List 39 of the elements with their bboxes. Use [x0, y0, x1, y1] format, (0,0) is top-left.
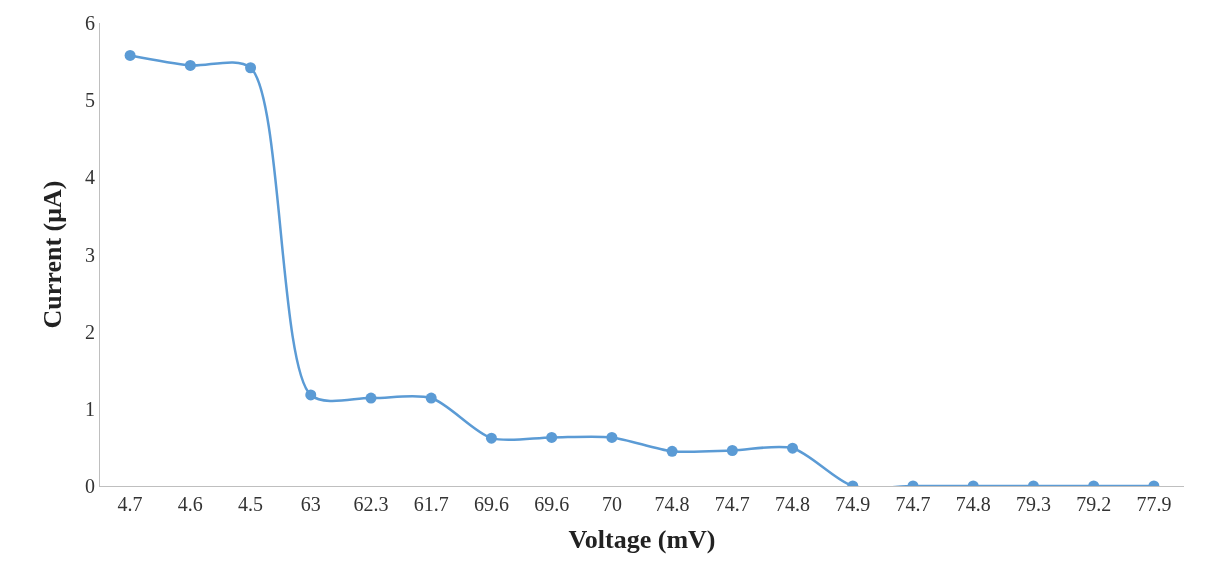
- x-tick-label: 74.7: [714, 493, 750, 515]
- y-tick-label: 0: [85, 475, 95, 497]
- x-tick-label: 62.3: [353, 493, 389, 515]
- x-tick-label: 74.8: [654, 493, 690, 515]
- x-tick-label: 69.6: [534, 493, 570, 515]
- point: [245, 62, 257, 74]
- x-tick-label: 4.6: [177, 493, 203, 515]
- x-tick-label: 4.5: [238, 493, 264, 515]
- point: [726, 445, 738, 456]
- x-tick-label: 79.2: [1076, 493, 1112, 515]
- point: [546, 431, 558, 443]
- y-tick-label: 2: [85, 320, 95, 343]
- y-tick-label: 6: [85, 12, 95, 34]
- point: [485, 432, 497, 444]
- x-tick-label: 77.9: [1136, 493, 1172, 515]
- point: [606, 431, 618, 443]
- y-tick-label: 5: [85, 89, 95, 112]
- x-tick-label: 74.7: [895, 493, 931, 515]
- x-tick-label: 61.7: [413, 493, 449, 515]
- x-tick-label: 74.8: [775, 493, 811, 515]
- x-tick-label: 4.7: [117, 493, 143, 515]
- x-axis-title: Voltage (mV): [568, 524, 716, 554]
- y-tick-label: 4: [85, 166, 95, 189]
- x-tick-label: 79.3: [1015, 493, 1051, 515]
- x-tick-label: 69.6: [473, 493, 509, 515]
- y-tick-label: 1: [85, 397, 95, 420]
- point: [787, 442, 799, 454]
- x-tick-label: 74.9: [835, 493, 871, 515]
- x-tick-label: 74.8: [955, 493, 991, 515]
- point: [666, 445, 678, 457]
- y-tick-label: 3: [85, 243, 95, 266]
- point: [365, 392, 377, 404]
- point: [305, 389, 317, 401]
- y-axis-title: Current (μA): [38, 180, 68, 329]
- point: [124, 49, 136, 61]
- point: [184, 59, 196, 71]
- x-tick-label: 70: [601, 493, 622, 515]
- x-tick-label: 63: [300, 493, 321, 515]
- point: [425, 392, 437, 404]
